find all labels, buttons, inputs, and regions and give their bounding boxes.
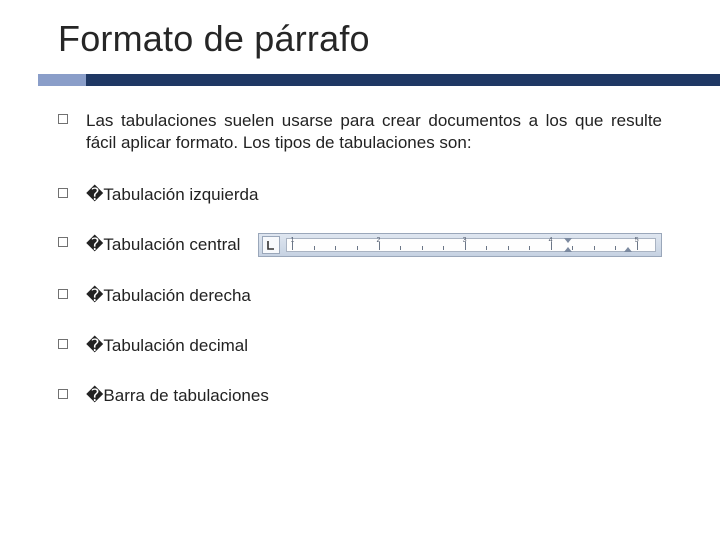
title-underline — [0, 74, 720, 86]
square-bullet-icon — [58, 188, 68, 198]
square-bullet-icon — [58, 339, 68, 349]
tab-selector-icon — [262, 236, 280, 254]
list-item: �Tabulación central 12345 — [58, 233, 662, 257]
list-item-text: �Tabulación derecha — [86, 285, 662, 307]
slide-title: Formato de párrafo — [58, 18, 370, 60]
list-item-text: �Barra de tabulaciones — [86, 385, 662, 407]
square-bullet-icon — [58, 389, 68, 399]
body: Las tabulaciones suelen usarse para crea… — [58, 110, 662, 435]
list-item-text: Las tabulaciones suelen usarse para crea… — [86, 110, 662, 154]
square-bullet-icon — [58, 237, 68, 247]
list-item-text: �Tabulación izquierda — [86, 184, 662, 206]
underline-main — [86, 74, 720, 86]
list-item-text: �Tabulación decimal — [86, 335, 662, 357]
list-item: �Tabulación decimal — [58, 335, 662, 357]
list-item: �Tabulación derecha — [58, 285, 662, 307]
list-item: �Tabulación izquierda — [58, 184, 662, 206]
list-item-text: �Tabulación central — [86, 234, 240, 256]
square-bullet-icon — [58, 289, 68, 299]
underline-accent — [38, 74, 86, 86]
list-item: Las tabulaciones suelen usarse para crea… — [58, 110, 662, 154]
slide: Formato de párrafo Las tabulaciones suel… — [0, 0, 720, 540]
list-item: �Barra de tabulaciones — [58, 385, 662, 407]
square-bullet-icon — [58, 114, 68, 124]
ruler-graphic: 12345 — [258, 233, 662, 257]
